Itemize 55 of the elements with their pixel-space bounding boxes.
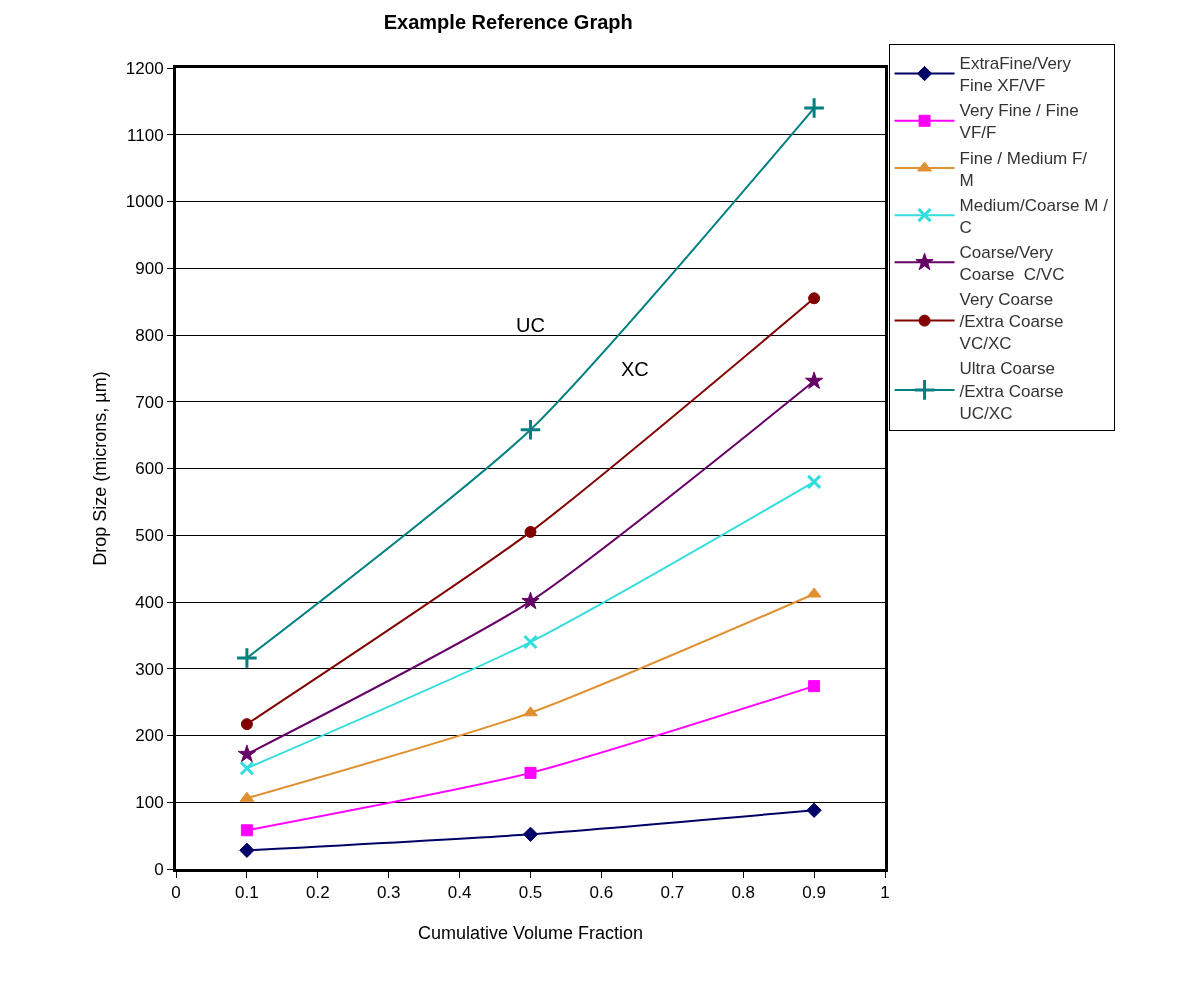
point bbox=[240, 824, 253, 837]
point bbox=[804, 371, 824, 389]
point bbox=[521, 591, 540, 610]
x-tick-label: 0.6 bbox=[589, 883, 614, 903]
point bbox=[239, 760, 255, 776]
x-tick-label: 0.1 bbox=[235, 883, 259, 903]
x-tick-label: 0.5 bbox=[518, 883, 543, 903]
y-tick-label: 300 bbox=[135, 659, 164, 679]
point bbox=[519, 418, 542, 442]
point bbox=[806, 474, 822, 490]
y-tick-label: 500 bbox=[135, 526, 164, 546]
y-tick-label: 200 bbox=[135, 726, 164, 746]
y-tick-label: 1100 bbox=[127, 125, 164, 145]
legend-label: Coarse/Very Coarse C/VC bbox=[959, 242, 1065, 285]
point bbox=[802, 96, 826, 120]
y-tick-label: 600 bbox=[135, 459, 164, 479]
legend-label: Ultra Coarse /Extra Coarse UC/XC bbox=[959, 359, 1064, 423]
point bbox=[237, 744, 257, 763]
x-axis-title: Cumulative Volume Fraction bbox=[417, 922, 644, 943]
x-tick-label: 0.7 bbox=[660, 883, 685, 903]
y-tick-label: 900 bbox=[135, 259, 164, 279]
legend-label: Fine / Medium F/ M bbox=[959, 148, 1088, 190]
chart-title: Example Reference Graph bbox=[383, 10, 633, 33]
x-tick-label: 1 bbox=[880, 883, 890, 903]
x-tick-label: 0.2 bbox=[305, 883, 330, 903]
x-tick-label: 0.3 bbox=[376, 883, 401, 903]
point bbox=[235, 646, 259, 670]
y-tick-label: 1000 bbox=[125, 192, 164, 212]
legend-label: Medium/Coarse M / C bbox=[959, 195, 1109, 237]
legend-label: Very Coarse /Extra Coarse VC/XC bbox=[959, 290, 1064, 354]
point bbox=[524, 766, 537, 779]
point bbox=[806, 802, 822, 818]
point bbox=[523, 706, 538, 717]
legend-label: ExtraFine/Very Fine XF/VF bbox=[959, 54, 1072, 96]
x-tick-label: 0.4 bbox=[447, 883, 472, 903]
x-tick-label: 0.8 bbox=[731, 883, 756, 903]
y-tick-label: 700 bbox=[135, 392, 164, 412]
point bbox=[522, 826, 539, 842]
point bbox=[239, 842, 255, 858]
point bbox=[240, 718, 253, 731]
x-tick-label: 0 bbox=[171, 883, 181, 903]
y-tick-label: 800 bbox=[135, 325, 164, 345]
y-tick-label: 0 bbox=[154, 859, 164, 879]
annotation: UC bbox=[516, 314, 545, 336]
x-tick-label: 0.9 bbox=[802, 883, 826, 903]
y-tick-label: 100 bbox=[135, 793, 164, 813]
annotation: XC bbox=[621, 358, 649, 380]
y-tick-label: 400 bbox=[135, 592, 164, 612]
point bbox=[808, 292, 821, 305]
y-tick-label: 1200 bbox=[125, 58, 164, 78]
point bbox=[808, 680, 821, 693]
point bbox=[523, 634, 538, 650]
point bbox=[524, 525, 537, 538]
y-axis-title: Drop Size (microns, µm) bbox=[89, 371, 110, 566]
legend-label: Very Fine / Fine VF/F bbox=[959, 101, 1079, 143]
